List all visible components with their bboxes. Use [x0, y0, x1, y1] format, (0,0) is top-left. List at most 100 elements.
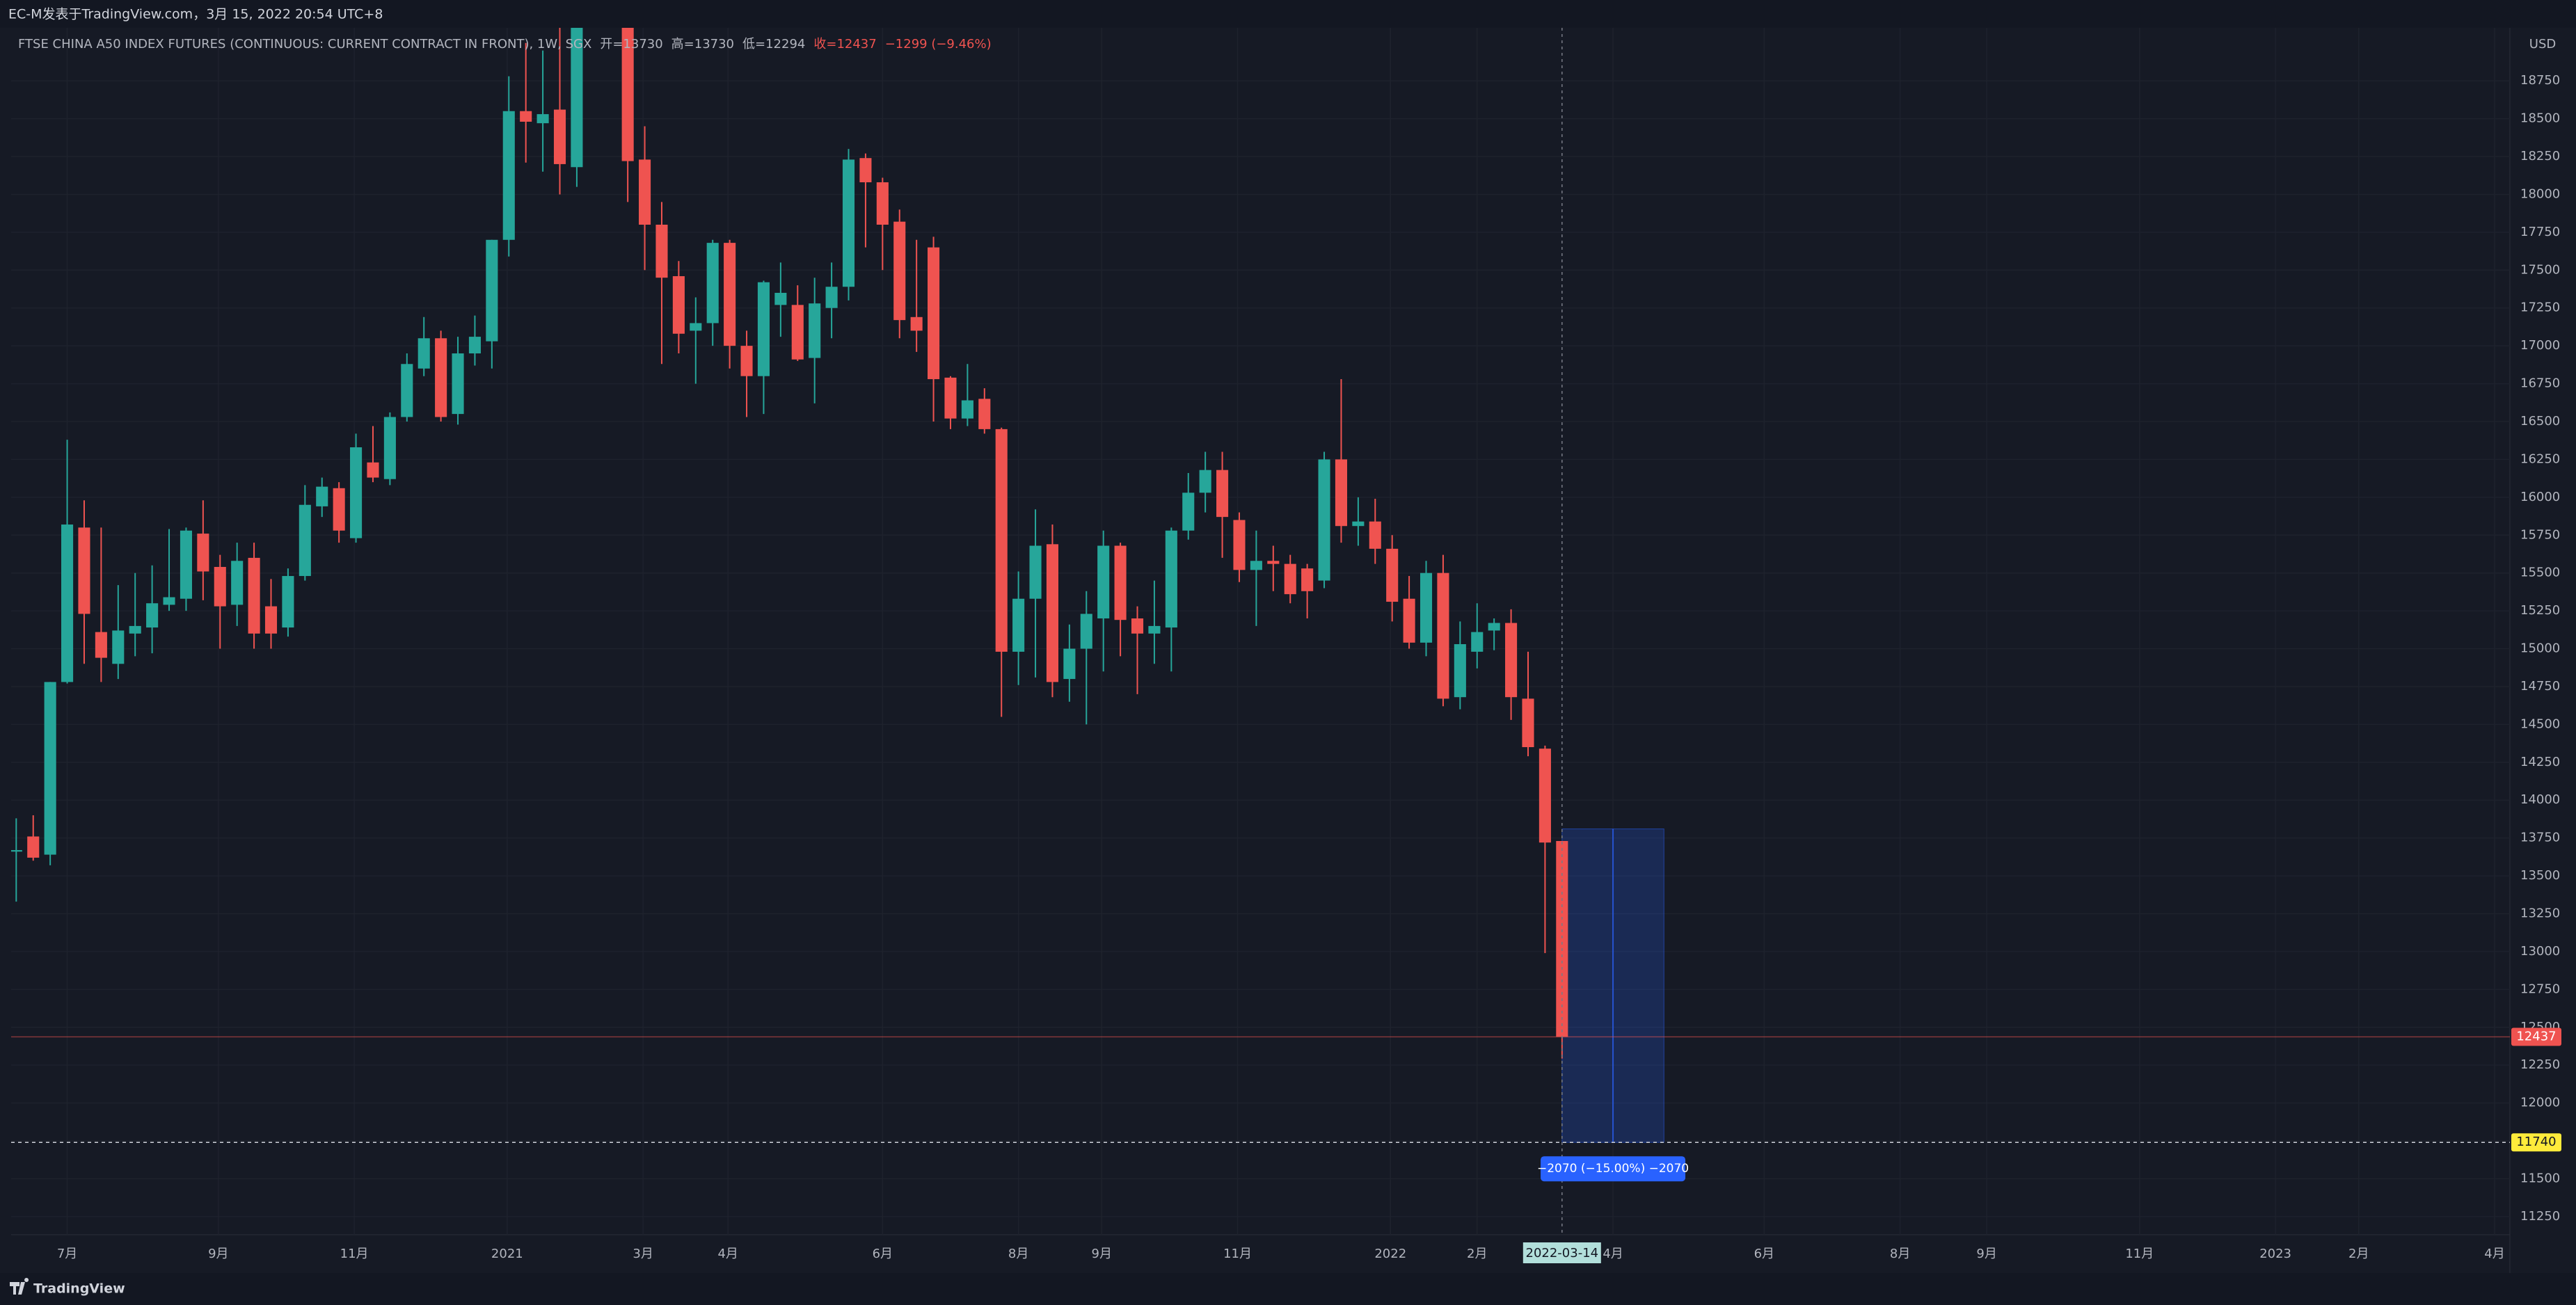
candle-body [1114, 545, 1127, 621]
y-tick-label: 17000 [2520, 338, 2560, 353]
legend-value: −1299 (−9.46%) [885, 37, 992, 51]
y-tick-label: 15750 [2520, 527, 2560, 542]
candle-body [536, 114, 549, 124]
candle-body [197, 534, 209, 572]
x-tick-label: 7月 [57, 1247, 77, 1261]
candle-body [333, 488, 345, 531]
candle-body [401, 364, 413, 417]
candle-body [486, 239, 498, 342]
candle-body [1012, 598, 1025, 652]
candle-body [1335, 459, 1348, 527]
crosshair-tag [1522, 1242, 1601, 1263]
y-tick-label: 18000 [2520, 186, 2560, 201]
y-tick-label: 18500 [2520, 111, 2560, 126]
candle-body [1063, 648, 1076, 680]
candle-body [1369, 521, 1381, 549]
candle-body [1165, 530, 1177, 628]
candle-body [146, 603, 159, 628]
last-price-tag [2511, 1027, 2561, 1046]
candle-body [231, 561, 244, 605]
x-tick-label: 9月 [1092, 1247, 1112, 1261]
target-tag [2511, 1133, 2561, 1152]
candle-body [61, 525, 74, 682]
candle-body [961, 400, 973, 419]
candle-body [299, 504, 311, 577]
y-tick-label: 18250 [2520, 149, 2560, 163]
candle-body [639, 159, 651, 225]
y-tick-label: 13500 [2520, 868, 2560, 883]
candle-body [1386, 548, 1399, 602]
y-tick-label: 15500 [2520, 566, 2560, 580]
candle-body [1522, 698, 1534, 748]
candle-body [248, 557, 260, 634]
x-tick-label: 2月 [1467, 1247, 1487, 1261]
measure-tag [1541, 1156, 1686, 1182]
y-tick-label: 15250 [2520, 603, 2560, 618]
candle-body [571, 28, 583, 168]
candle-body [1267, 561, 1280, 564]
candle-body [859, 158, 872, 183]
x-tick-label: 6月 [873, 1247, 893, 1261]
candle-body [672, 276, 685, 334]
candle-body [757, 282, 770, 376]
x-tick-label: 2021 [491, 1247, 523, 1261]
x-tick-label: 2月 [2348, 1247, 2369, 1261]
candle-body [1080, 614, 1092, 649]
x-tick-label: 2022 [1374, 1247, 1406, 1261]
footer-bar [0, 1273, 2576, 1305]
candle-body [95, 632, 107, 658]
candle-body [1046, 544, 1058, 682]
candle-body [316, 486, 328, 506]
plot [11, 28, 2510, 1235]
grid [11, 28, 2510, 1235]
candle-body [1454, 644, 1466, 698]
x-tick-label: 11月 [1223, 1247, 1252, 1261]
last-price-label: 12437 [2516, 1029, 2556, 1043]
candle-body [1199, 470, 1211, 493]
candle-body [27, 836, 40, 858]
candle-body [1216, 470, 1229, 518]
candle-body [383, 417, 396, 479]
candle-body [1437, 573, 1449, 699]
x-tick-label: 2023 [2259, 1247, 2291, 1261]
y-tick-label: 13750 [2520, 831, 2560, 845]
candle-body [928, 247, 940, 380]
x-tick-label: 8月 [1890, 1247, 1910, 1261]
candle-body [1420, 573, 1433, 643]
y-tick-label: 14000 [2520, 792, 2560, 807]
y-tick-label: 12000 [2520, 1096, 2560, 1110]
candle-body [553, 109, 566, 164]
candle-body [995, 429, 1008, 652]
candle-body [1318, 459, 1330, 581]
x-tick-label: 11月 [340, 1247, 369, 1261]
x-tick-label: 4月 [1603, 1247, 1623, 1261]
legend-value: 高=13730 [671, 37, 734, 51]
candle-body [1148, 625, 1161, 634]
candle-body [978, 399, 991, 429]
y-tick-label: 16750 [2520, 376, 2560, 391]
candle-body [180, 530, 192, 599]
candle-body [910, 317, 923, 331]
y-tick-label: 12750 [2520, 982, 2560, 996]
candle-body [418, 338, 430, 369]
candle-body [809, 303, 821, 358]
candle-body [78, 527, 90, 614]
y-tick-label: 18750 [2520, 73, 2560, 88]
currency: USD [2529, 37, 2556, 51]
candle-body [893, 221, 906, 321]
candle-body [621, 28, 634, 161]
y-tick-label: 13250 [2520, 906, 2560, 920]
y-tick-label: 16500 [2520, 414, 2560, 429]
candle-body [367, 462, 379, 478]
candle-body [1131, 618, 1144, 634]
crosshair-label: 2022-03-14 [1526, 1246, 1599, 1260]
candle-body [264, 606, 278, 634]
y-tick-label: 16250 [2520, 451, 2560, 466]
logo [10, 1278, 29, 1295]
x-tick-label: 3月 [633, 1247, 653, 1261]
candle-body [1029, 545, 1042, 599]
candle-body [791, 305, 804, 360]
legend-value: 开=13730 [600, 37, 662, 51]
